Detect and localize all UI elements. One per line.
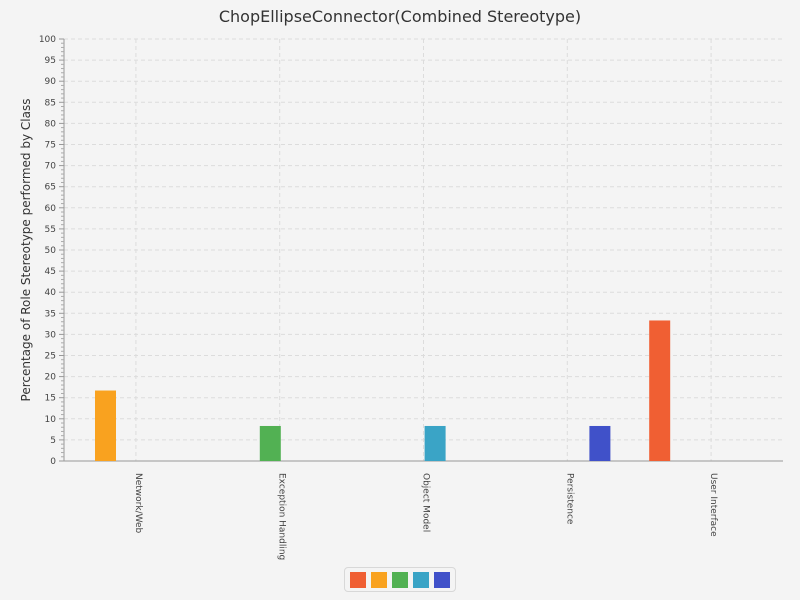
- y-tick-label: 40: [45, 288, 57, 298]
- bar[interactable]: [259, 425, 281, 461]
- y-tick-label: 80: [45, 119, 57, 129]
- y-tick-label: 45: [45, 267, 56, 277]
- legend-swatch[interactable]: [392, 571, 408, 588]
- y-axis-ticks: 0 5 10 15 20 25 30 35 40 45 50 55 60 65 70 75 80 85 90 95 10…: [39, 35, 64, 467]
- y-tick-label: 55: [45, 225, 56, 235]
- legend-swatch[interactable]: [413, 571, 429, 588]
- y-tick-label: 25: [45, 352, 56, 362]
- y-tick-label: 85: [45, 98, 56, 108]
- x-axis-labels: Network/Web Exception Handling Object Mode…: [133, 473, 718, 560]
- grid-lines: [64, 38, 783, 461]
- y-tick-label: 15: [45, 394, 56, 404]
- bar[interactable]: [589, 425, 611, 461]
- x-tick-label: Exception Handling: [277, 473, 287, 560]
- y-tick-label: 65: [45, 183, 56, 193]
- bars: [95, 320, 671, 461]
- x-tick-label: Network/Web: [133, 473, 143, 534]
- x-tick-label: User Interface: [708, 473, 718, 537]
- y-tick-label: 100: [39, 35, 56, 45]
- bar[interactable]: [424, 425, 446, 461]
- legend-swatch[interactable]: [350, 571, 366, 588]
- y-tick-label: 5: [50, 436, 56, 446]
- y-tick-label: 70: [45, 162, 57, 172]
- legend: [344, 567, 456, 592]
- legend-swatch[interactable]: [434, 571, 450, 588]
- y-tick-label: 30: [45, 330, 57, 340]
- y-tick-label: 90: [45, 77, 57, 87]
- bar[interactable]: [95, 390, 116, 461]
- y-tick-label: 0: [50, 457, 56, 467]
- chart-title: ChopEllipseConnector(Combined Stereotype…: [218, 7, 582, 26]
- y-tick-label: 35: [45, 309, 56, 319]
- y-tick-label: 50: [45, 246, 57, 256]
- y-tick-label: 95: [45, 56, 56, 66]
- bar[interactable]: [649, 320, 671, 461]
- x-tick-label: Object Model: [421, 473, 431, 532]
- y-tick-label: 60: [45, 204, 57, 214]
- x-tick-label: Persistence: [564, 473, 574, 525]
- y-tick-label: 10: [45, 415, 57, 425]
- legend-swatch[interactable]: [371, 571, 387, 588]
- y-tick-label: 20: [45, 373, 57, 383]
- y-tick-label: 75: [45, 141, 56, 151]
